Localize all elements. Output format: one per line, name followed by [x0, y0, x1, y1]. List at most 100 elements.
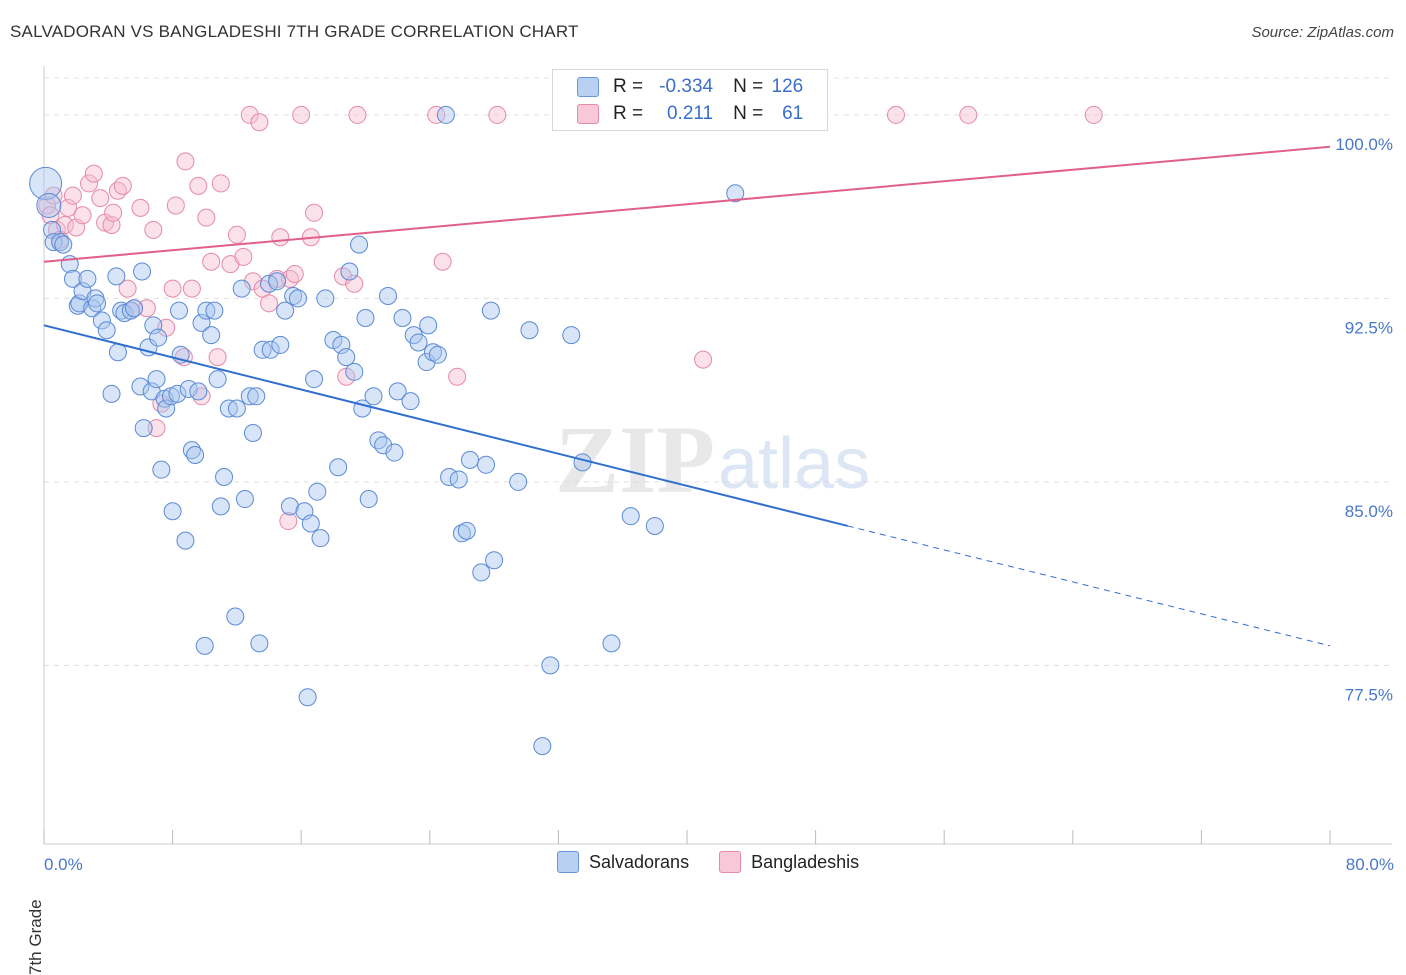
data-point-bangladeshi	[176, 152, 195, 171]
data-point-bangladeshi	[163, 279, 182, 298]
data-point-bangladeshi	[427, 105, 446, 124]
data-point-bangladeshi	[137, 299, 156, 318]
legend-r-value: 0.211	[666, 103, 714, 124]
data-point-salvadoran	[602, 634, 621, 653]
data-point-salvadoran	[481, 301, 500, 320]
data-point-bangladeshi	[348, 105, 367, 124]
data-point-bangladeshi	[131, 198, 150, 217]
data-point-bangladeshi	[38, 196, 57, 215]
data-point-bangladeshi	[202, 252, 221, 271]
legend-swatch-blue	[557, 851, 579, 873]
data-point-salvadoran	[562, 326, 581, 345]
data-point-salvadoran	[621, 507, 640, 526]
data-point-salvadoran	[247, 387, 266, 406]
data-point-salvadoran	[107, 267, 126, 286]
series-legend: Salvadorans Bangladeshis	[557, 851, 889, 873]
scatter-chart: 77.5%85.0%92.5%100.0%0.0% 80.0%ZIP atlas	[29, 66, 1394, 874]
legend-swatch-pink	[577, 104, 599, 124]
data-point-salvadoran	[83, 299, 102, 318]
x-tick-label: 80.0%	[1346, 855, 1394, 874]
trendline-salvadorans-extension	[847, 525, 1331, 647]
data-point-salvadoran	[147, 370, 166, 389]
data-point-bangladeshi	[1084, 105, 1103, 124]
data-point-salvadoran	[541, 656, 560, 675]
data-point-bangladeshi	[113, 176, 132, 195]
data-point-salvadoran	[393, 308, 412, 327]
data-point-salvadoran	[308, 482, 327, 501]
data-point-salvadoran	[36, 192, 62, 218]
data-point-salvadoran	[152, 460, 171, 479]
y-axis-label: 7th Grade	[26, 899, 45, 975]
data-point-salvadoran	[215, 468, 234, 487]
data-point-bangladeshi	[144, 220, 163, 239]
data-point-salvadoran	[134, 419, 153, 438]
data-point-salvadoran	[311, 529, 330, 548]
data-point-salvadoran	[121, 301, 140, 320]
legend-r-label: R =	[613, 103, 644, 124]
data-point-bangladeshi	[91, 189, 110, 208]
data-point-salvadoran	[232, 279, 251, 298]
data-point-bangladeshi	[197, 208, 216, 227]
stats-legend: R = -0.334 N = 126 R = 0.211 N = 61	[552, 69, 828, 131]
legend-r-value: -0.334	[659, 76, 714, 97]
data-point-bangladeshi	[292, 105, 311, 124]
data-point-salvadoran	[211, 497, 230, 516]
data-point-bangladeshi	[118, 279, 137, 298]
data-point-salvadoran	[276, 301, 295, 320]
data-point-salvadoran	[485, 551, 504, 570]
legend-swatch-blue	[577, 77, 599, 97]
data-point-salvadoran	[645, 516, 664, 535]
data-point-bangladeshi	[271, 228, 290, 247]
data-point-salvadoran	[182, 441, 201, 460]
data-point-salvadoran	[163, 502, 182, 521]
data-point-salvadoran	[726, 184, 745, 203]
data-point-bangladeshi	[211, 174, 230, 193]
data-point-salvadoran	[369, 431, 388, 450]
legend-swatch-pink	[719, 851, 742, 873]
data-point-salvadoran	[202, 326, 221, 345]
data-point-bangladeshi	[959, 105, 978, 124]
legend-item-salvadorans[interactable]: Salvadorans	[557, 851, 689, 873]
legend-item-bangladeshis[interactable]: Bangladeshis	[719, 851, 859, 873]
data-point-salvadoran	[374, 436, 393, 455]
legend-label-bangladeshis: Bangladeshis	[751, 851, 860, 872]
data-point-salvadoran	[337, 348, 356, 367]
data-point-salvadoran	[356, 308, 375, 327]
data-point-bangladeshi	[448, 367, 467, 386]
data-point-bangladeshi	[182, 279, 201, 298]
data-point-salvadoran	[457, 521, 476, 540]
data-point-salvadoran	[449, 470, 468, 489]
data-point-bangladeshi	[285, 264, 304, 283]
x-tick-label: 0.0%	[44, 855, 83, 874]
data-point-salvadoran	[102, 384, 121, 403]
data-point-bangladeshi	[243, 272, 262, 291]
data-point-bangladeshi	[189, 176, 208, 195]
data-point-salvadoran	[419, 316, 438, 335]
data-point-salvadoran	[280, 497, 299, 516]
data-point-salvadoran	[226, 607, 245, 626]
data-point-salvadoran	[131, 377, 150, 396]
data-point-bangladeshi	[147, 419, 166, 438]
data-point-bangladeshi	[694, 350, 713, 369]
data-point-salvadoran	[284, 286, 303, 305]
data-point-salvadoran	[149, 328, 168, 347]
data-point-salvadoran	[288, 289, 307, 308]
data-point-salvadoran	[298, 688, 317, 707]
data-point-bangladeshi	[108, 181, 127, 200]
data-point-salvadoran	[88, 294, 107, 313]
data-point-bangladeshi	[152, 394, 171, 413]
data-point-salvadoran	[97, 321, 116, 340]
data-point-bangladeshi	[488, 105, 507, 124]
data-point-bangladeshi	[166, 196, 185, 215]
data-point-bangladeshi	[84, 164, 103, 183]
legend-n-label: N =	[733, 103, 764, 124]
data-point-salvadoran	[208, 370, 227, 389]
legend-label-salvadorans: Salvadorans	[589, 851, 690, 872]
data-point-salvadoran	[195, 636, 214, 655]
data-point-salvadoran	[388, 382, 407, 401]
data-point-salvadoran	[409, 333, 428, 352]
y-tick-label: 100.0%	[1335, 135, 1393, 154]
data-point-salvadoran	[271, 335, 290, 354]
data-point-salvadoran	[125, 299, 144, 318]
data-point-bangladeshi	[73, 206, 92, 225]
